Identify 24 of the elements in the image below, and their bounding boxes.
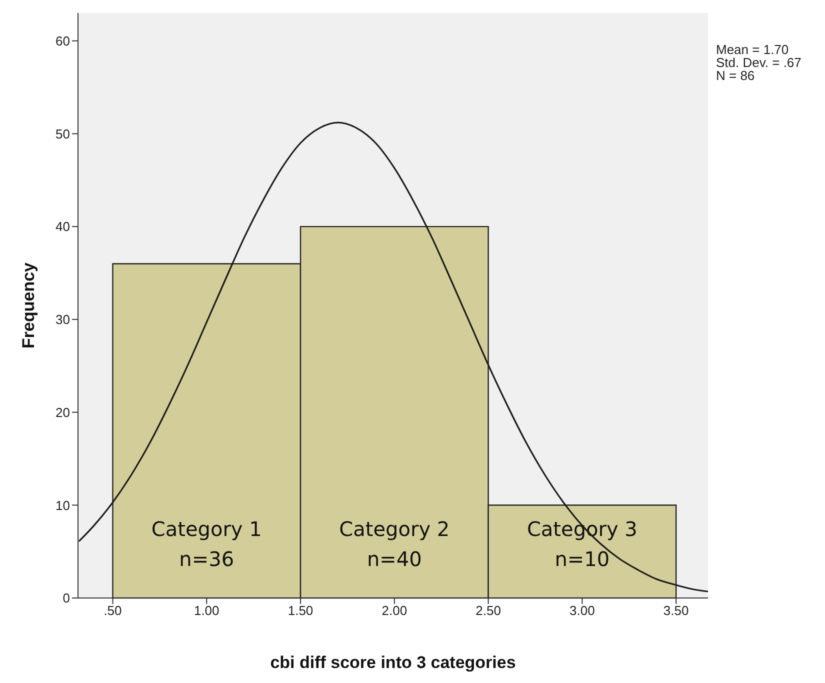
x-tick-label: .50 — [104, 603, 122, 618]
x-tick-label: 1.50 — [288, 603, 314, 618]
x-axis-title: cbi diff score into 3 categories — [270, 653, 516, 672]
data-label: n=36 — [179, 547, 234, 571]
x-tick-label: 3.00 — [570, 603, 595, 618]
y-tick-label: 40 — [56, 219, 70, 234]
text: Std. Dev. = .67 — [716, 55, 802, 70]
y-axis-title: Frequency — [19, 262, 38, 348]
y-tick-label: 0 — [62, 590, 70, 606]
y-tick-label: 10 — [56, 498, 70, 513]
x-tick-label: 3.50 — [663, 603, 689, 618]
annotation: Category 2 — [339, 517, 450, 541]
y-tick-label: 60 — [56, 33, 70, 48]
text: N = 86 — [716, 68, 756, 83]
x-tick-label: 1.00 — [194, 603, 220, 618]
text: Mean = 1.70 — [716, 42, 790, 57]
x-tick-label: 2.00 — [382, 603, 408, 618]
annotation: Category 1 — [151, 517, 262, 541]
x-tick-label: 2.50 — [476, 603, 501, 618]
y-tick-label: 30 — [56, 312, 70, 328]
data-label: n=10 — [554, 547, 610, 571]
y-tick-label: 20 — [56, 404, 70, 420]
data-label: n=40 — [366, 547, 422, 571]
y-tick-label: 50 — [56, 126, 70, 142]
